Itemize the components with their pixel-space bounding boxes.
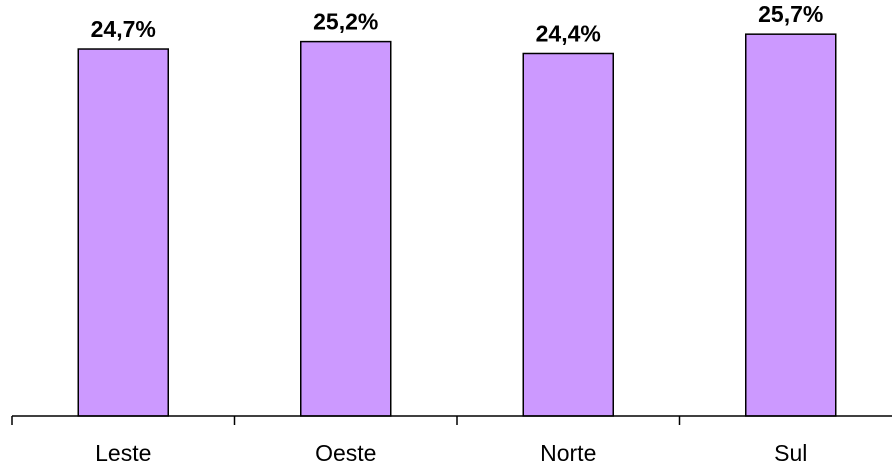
x-axis-ticks: [11, 416, 681, 425]
value-label-sul: 25,7%: [758, 1, 823, 27]
category-label-sul: Sul: [774, 440, 807, 466]
bar-leste: [77, 48, 169, 417]
bar-sul: [745, 33, 837, 417]
value-label-leste: 24,7%: [91, 16, 156, 42]
bar-oeste: [300, 40, 392, 417]
value-labels: 24,7% 25,2% 24,4% 25,7%: [91, 1, 824, 46]
category-label-leste: Leste: [95, 440, 151, 466]
category-labels: Leste Oeste Norte Sul: [95, 440, 807, 466]
bar-norte: [522, 52, 614, 417]
value-label-norte: 24,4%: [536, 20, 601, 46]
value-label-oeste: 25,2%: [313, 9, 378, 35]
category-label-norte: Norte: [540, 440, 596, 466]
category-label-oeste: Oeste: [315, 440, 376, 466]
bars-layer: [77, 33, 837, 417]
